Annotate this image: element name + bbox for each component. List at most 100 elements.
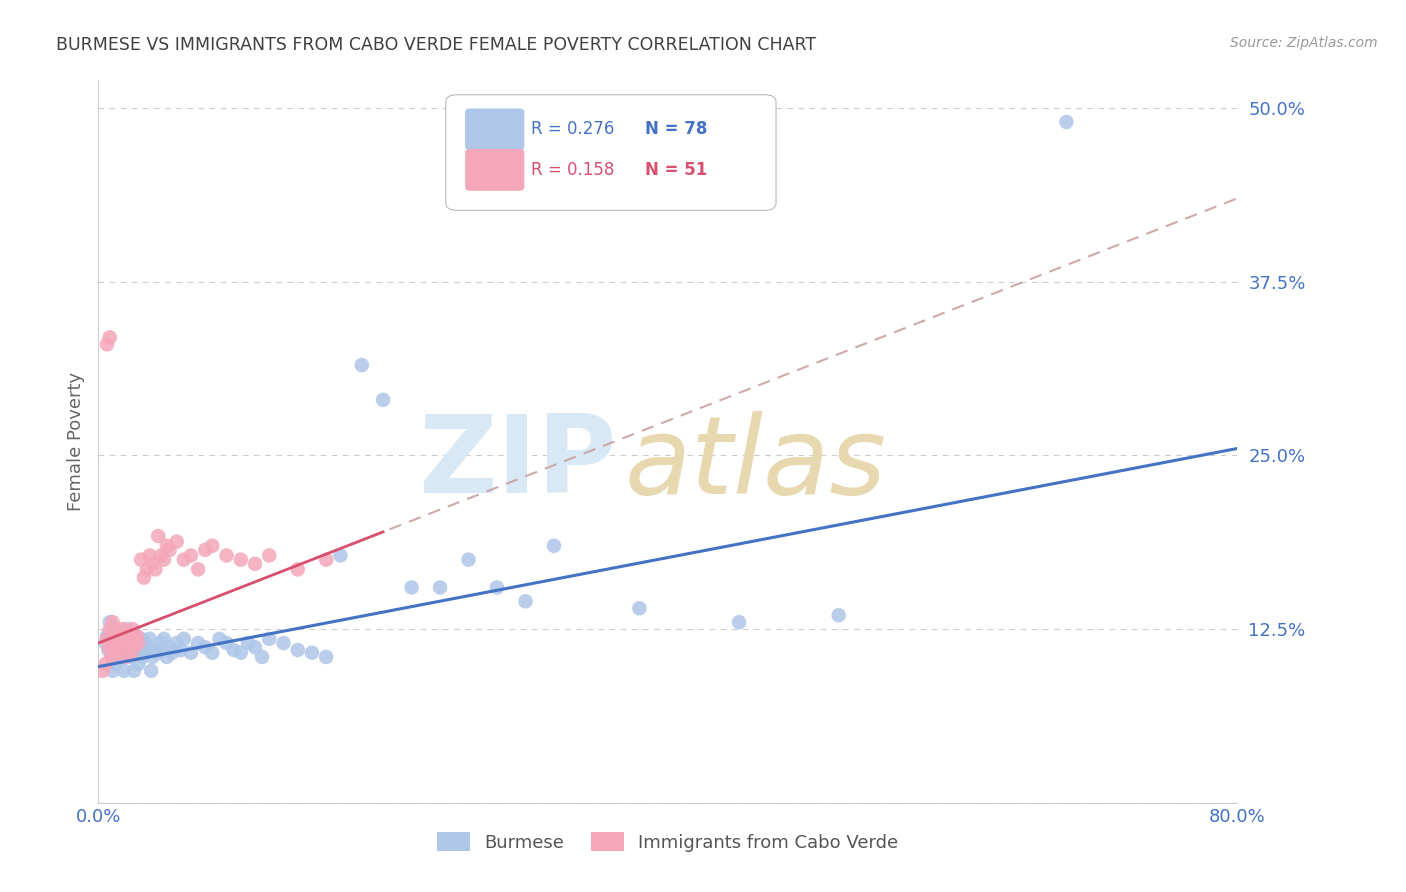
FancyBboxPatch shape bbox=[446, 95, 776, 211]
Point bbox=[136, 640, 159, 655]
Point bbox=[141, 649, 163, 664]
Point bbox=[153, 632, 176, 646]
Text: R = 0.276: R = 0.276 bbox=[531, 120, 614, 138]
Point bbox=[259, 632, 281, 646]
Point bbox=[124, 632, 146, 646]
Point bbox=[122, 643, 145, 657]
Point bbox=[135, 562, 157, 576]
Point bbox=[98, 330, 121, 344]
Point bbox=[148, 646, 170, 660]
Point bbox=[91, 664, 114, 678]
Point bbox=[628, 601, 651, 615]
Point bbox=[96, 629, 118, 643]
Point bbox=[180, 646, 202, 660]
Text: ZIP: ZIP bbox=[418, 410, 617, 516]
Point bbox=[120, 649, 142, 664]
Point bbox=[107, 646, 129, 660]
Point bbox=[315, 649, 337, 664]
Point bbox=[115, 622, 138, 636]
FancyBboxPatch shape bbox=[465, 109, 524, 151]
Point bbox=[120, 646, 142, 660]
Point bbox=[125, 629, 148, 643]
Point bbox=[138, 549, 160, 563]
Point bbox=[122, 640, 145, 655]
Point bbox=[104, 657, 127, 671]
Point bbox=[150, 549, 173, 563]
Point bbox=[98, 622, 121, 636]
Point bbox=[94, 636, 117, 650]
Point bbox=[114, 649, 136, 664]
Point bbox=[118, 632, 141, 646]
Point bbox=[170, 643, 193, 657]
Point bbox=[166, 636, 188, 650]
Point bbox=[201, 539, 224, 553]
Point bbox=[97, 640, 120, 655]
Point bbox=[173, 632, 195, 646]
Point bbox=[129, 632, 152, 646]
Point bbox=[118, 640, 141, 655]
Point bbox=[166, 534, 188, 549]
Point bbox=[131, 649, 153, 664]
Point bbox=[187, 562, 209, 576]
Text: R = 0.158: R = 0.158 bbox=[531, 161, 614, 179]
Point bbox=[145, 643, 167, 657]
Point bbox=[329, 549, 352, 563]
Point bbox=[110, 640, 132, 655]
Point bbox=[150, 636, 173, 650]
Point bbox=[101, 615, 124, 630]
Point bbox=[115, 636, 138, 650]
Text: Source: ZipAtlas.com: Source: ZipAtlas.com bbox=[1230, 36, 1378, 50]
Point bbox=[180, 549, 202, 563]
Point bbox=[243, 557, 266, 571]
Text: BURMESE VS IMMIGRANTS FROM CABO VERDE FEMALE POVERTY CORRELATION CHART: BURMESE VS IMMIGRANTS FROM CABO VERDE FE… bbox=[56, 36, 817, 54]
Point bbox=[101, 646, 124, 660]
Point bbox=[1056, 115, 1078, 129]
Y-axis label: Female Poverty: Female Poverty bbox=[66, 372, 84, 511]
Point bbox=[728, 615, 751, 630]
Point bbox=[159, 640, 181, 655]
Point bbox=[259, 549, 281, 563]
Point bbox=[100, 649, 122, 664]
Point bbox=[97, 643, 120, 657]
Point bbox=[401, 581, 423, 595]
Point bbox=[105, 636, 128, 650]
Point bbox=[128, 640, 150, 655]
Point bbox=[127, 636, 149, 650]
Point bbox=[301, 646, 323, 660]
Point bbox=[101, 622, 124, 636]
Point bbox=[208, 632, 231, 646]
Point bbox=[148, 529, 170, 543]
Point bbox=[236, 636, 259, 650]
Point bbox=[457, 552, 479, 566]
Point bbox=[114, 636, 136, 650]
Point bbox=[105, 632, 128, 646]
Point bbox=[103, 636, 125, 650]
Point bbox=[122, 664, 145, 678]
Point bbox=[132, 571, 155, 585]
Point bbox=[127, 657, 149, 671]
Point bbox=[222, 643, 245, 657]
Point bbox=[101, 664, 124, 678]
Point bbox=[287, 643, 309, 657]
Point bbox=[162, 646, 184, 660]
Point bbox=[515, 594, 537, 608]
Point bbox=[194, 542, 217, 557]
Point bbox=[350, 358, 373, 372]
Point bbox=[94, 657, 117, 671]
Point bbox=[124, 646, 146, 660]
Point bbox=[111, 622, 134, 636]
Point bbox=[96, 337, 118, 351]
Point bbox=[187, 636, 209, 650]
Point bbox=[112, 664, 135, 678]
Point bbox=[121, 622, 143, 636]
Point bbox=[104, 626, 127, 640]
Point bbox=[173, 552, 195, 566]
Point bbox=[107, 646, 129, 660]
Point bbox=[250, 649, 273, 664]
Point bbox=[135, 646, 157, 660]
Point bbox=[110, 626, 132, 640]
Text: N = 51: N = 51 bbox=[645, 161, 707, 179]
Point bbox=[129, 646, 152, 660]
Point bbox=[110, 649, 132, 664]
Point bbox=[156, 539, 179, 553]
